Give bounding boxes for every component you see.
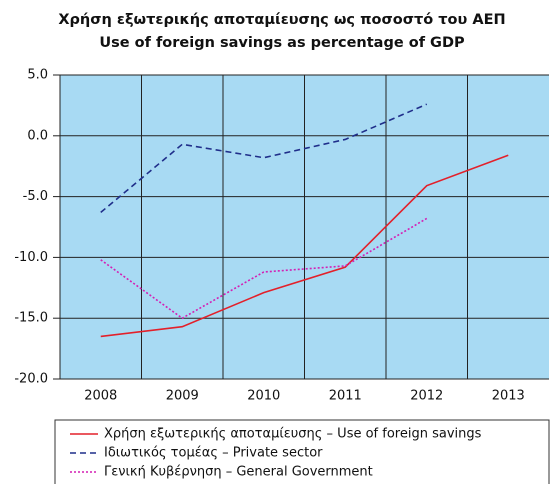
y-tick-label: -10.0 [14,250,48,265]
chart-title: Use of foreign savings as percentage of … [99,35,465,51]
x-tick-label: 2010 [247,389,280,404]
y-tick-label: -15.0 [14,311,48,326]
x-tick-label: 2008 [84,389,117,404]
series-line [100,103,428,214]
y-tick-label: -5.0 [23,189,48,204]
series-line [100,154,509,338]
x-tick-label: 2013 [492,389,525,404]
y-tick-label: 0.0 [27,128,48,143]
x-tick-label: 2012 [410,389,443,404]
legend-box [54,419,550,484]
series-line [100,217,428,320]
legend-label: Ιδιωτικός τομέας – Private sector [104,446,323,461]
x-tick-label: 2009 [166,389,199,404]
y-tick-label: -20.0 [14,372,48,387]
x-tick-label: 2011 [329,389,362,404]
legend-label: Γενική Κυβέρνηση – General Government [104,465,373,480]
chart-title: Χρήση εξωτερικής αποταμίευσης ως ποσοστό… [58,12,505,28]
y-tick-label: 5.0 [27,68,48,83]
legend-label: Χρήση εξωτερικής αποταμίευσης – Use of f… [104,427,482,442]
